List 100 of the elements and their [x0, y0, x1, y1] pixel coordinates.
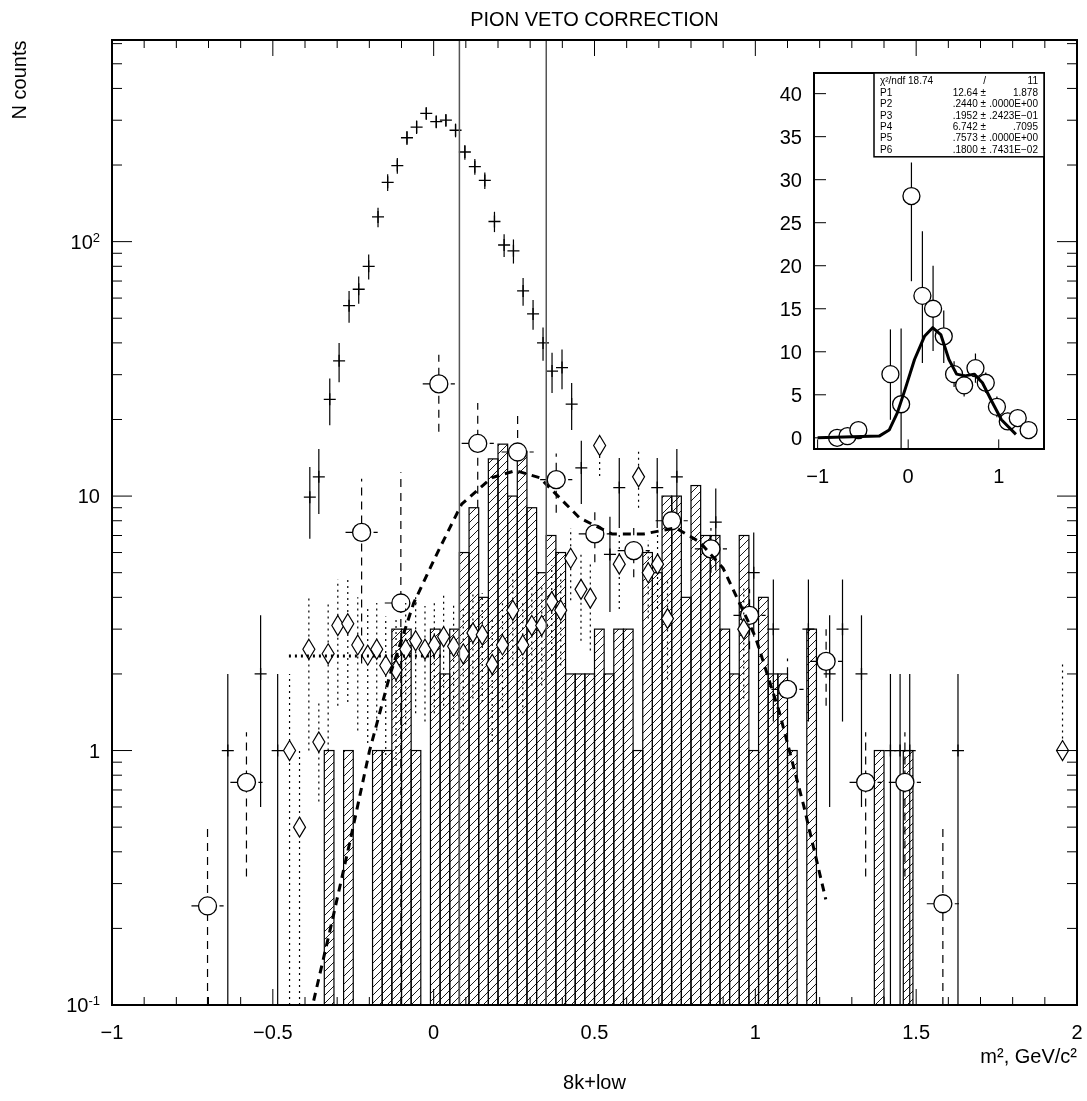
point: [801, 622, 816, 636]
x-tick-label: −1: [100, 1021, 124, 1043]
point: [895, 772, 915, 792]
x-tick-label: −0.5: [253, 1021, 293, 1043]
y-tick-label: 0: [790, 426, 802, 449]
y-tick-label: 10: [77, 485, 100, 508]
point: [565, 397, 579, 411]
point: [903, 743, 917, 758]
y-tick-label: 35: [779, 125, 802, 148]
x-tick-label: 2: [1071, 1021, 1083, 1043]
point: [303, 490, 317, 504]
point: [854, 667, 869, 681]
point: [419, 106, 433, 121]
y-tick-label: 20: [779, 254, 802, 277]
point: [478, 173, 492, 188]
x-axis-title: m², GeV/c²: [980, 1045, 1078, 1067]
point: [391, 593, 411, 613]
point: [253, 667, 268, 681]
point: [516, 284, 530, 298]
point: [332, 354, 346, 368]
point: [429, 374, 449, 394]
point: [650, 480, 664, 495]
point: [612, 480, 626, 495]
point: [342, 299, 356, 313]
x-tick-label: 0.5: [580, 1021, 609, 1043]
point: [585, 524, 605, 544]
point: [351, 522, 372, 543]
y-tick-label: 25: [779, 211, 802, 234]
point: [777, 679, 798, 699]
point: [448, 123, 463, 137]
point: [371, 210, 385, 224]
point: [555, 360, 569, 375]
point: [835, 622, 850, 636]
text: χ²/ndf 18.74 / 11: [880, 75, 1038, 87]
y-tick-label: 15: [779, 297, 802, 320]
point: [747, 566, 761, 580]
point: [954, 376, 974, 395]
x-tick-label: 1: [993, 465, 1005, 487]
point: [545, 364, 559, 378]
point: [1019, 420, 1038, 440]
point: [221, 743, 235, 758]
text: P5 .7573 ± .0000E+00: [880, 132, 1038, 144]
y-tick-label: 30: [779, 168, 802, 191]
point: [312, 470, 326, 484]
text: P2 .2440 ± .0000E+00: [880, 98, 1038, 110]
point: [409, 120, 424, 134]
x-tick-label: 0: [428, 1021, 440, 1043]
point: [574, 461, 588, 475]
point: [439, 113, 453, 127]
point: [390, 158, 404, 173]
point: [323, 392, 337, 406]
point: [913, 286, 932, 305]
point: [1008, 408, 1027, 428]
point: [670, 470, 684, 484]
point: [400, 131, 414, 145]
x-tick-label: −1: [806, 465, 830, 487]
point: [381, 175, 395, 189]
y-tick-label: 10$^{-1}$: [66, 992, 100, 1016]
point: [487, 214, 502, 229]
text: P4 6.742 ± .7095: [880, 121, 1038, 132]
point: [271, 743, 285, 758]
point: [624, 541, 644, 561]
point: [933, 894, 953, 914]
point: [902, 186, 921, 206]
point: [816, 651, 836, 672]
point: [536, 336, 550, 350]
x-tick-label: 0: [902, 465, 914, 487]
point: [709, 515, 723, 529]
point: [236, 772, 257, 792]
x-tick-label: 1.5: [902, 1021, 931, 1043]
y-tick-label: 5: [790, 383, 802, 406]
y-tick-label: 1: [88, 739, 100, 762]
point: [197, 896, 218, 916]
chart-title: PION VETO CORRECTION: [470, 8, 719, 30]
y-axis-title: N counts: [8, 40, 30, 120]
point: [856, 772, 876, 792]
y-tick-label: 10$^{2}$: [70, 229, 100, 253]
point: [468, 433, 488, 454]
point: [822, 667, 837, 681]
point: [458, 145, 472, 159]
point: [429, 115, 443, 129]
point: [546, 470, 566, 490]
point: [352, 282, 366, 296]
x-tick-label: 1: [749, 1021, 761, 1043]
point: [362, 259, 376, 273]
text: P6 .1800 ± .7431E−02: [880, 143, 1038, 155]
point: [662, 511, 682, 531]
point: [766, 622, 780, 636]
point: [507, 442, 528, 462]
point: [497, 238, 511, 252]
y-tick-label: 40: [779, 82, 802, 105]
point: [603, 547, 617, 562]
point: [506, 244, 521, 258]
point: [951, 743, 965, 758]
point: [526, 307, 540, 321]
text: P3 .1952 ± .2423E−01: [880, 109, 1038, 121]
point: [468, 160, 482, 174]
point: [923, 299, 943, 318]
point: [893, 743, 907, 758]
y-tick-label: 10: [779, 340, 802, 363]
